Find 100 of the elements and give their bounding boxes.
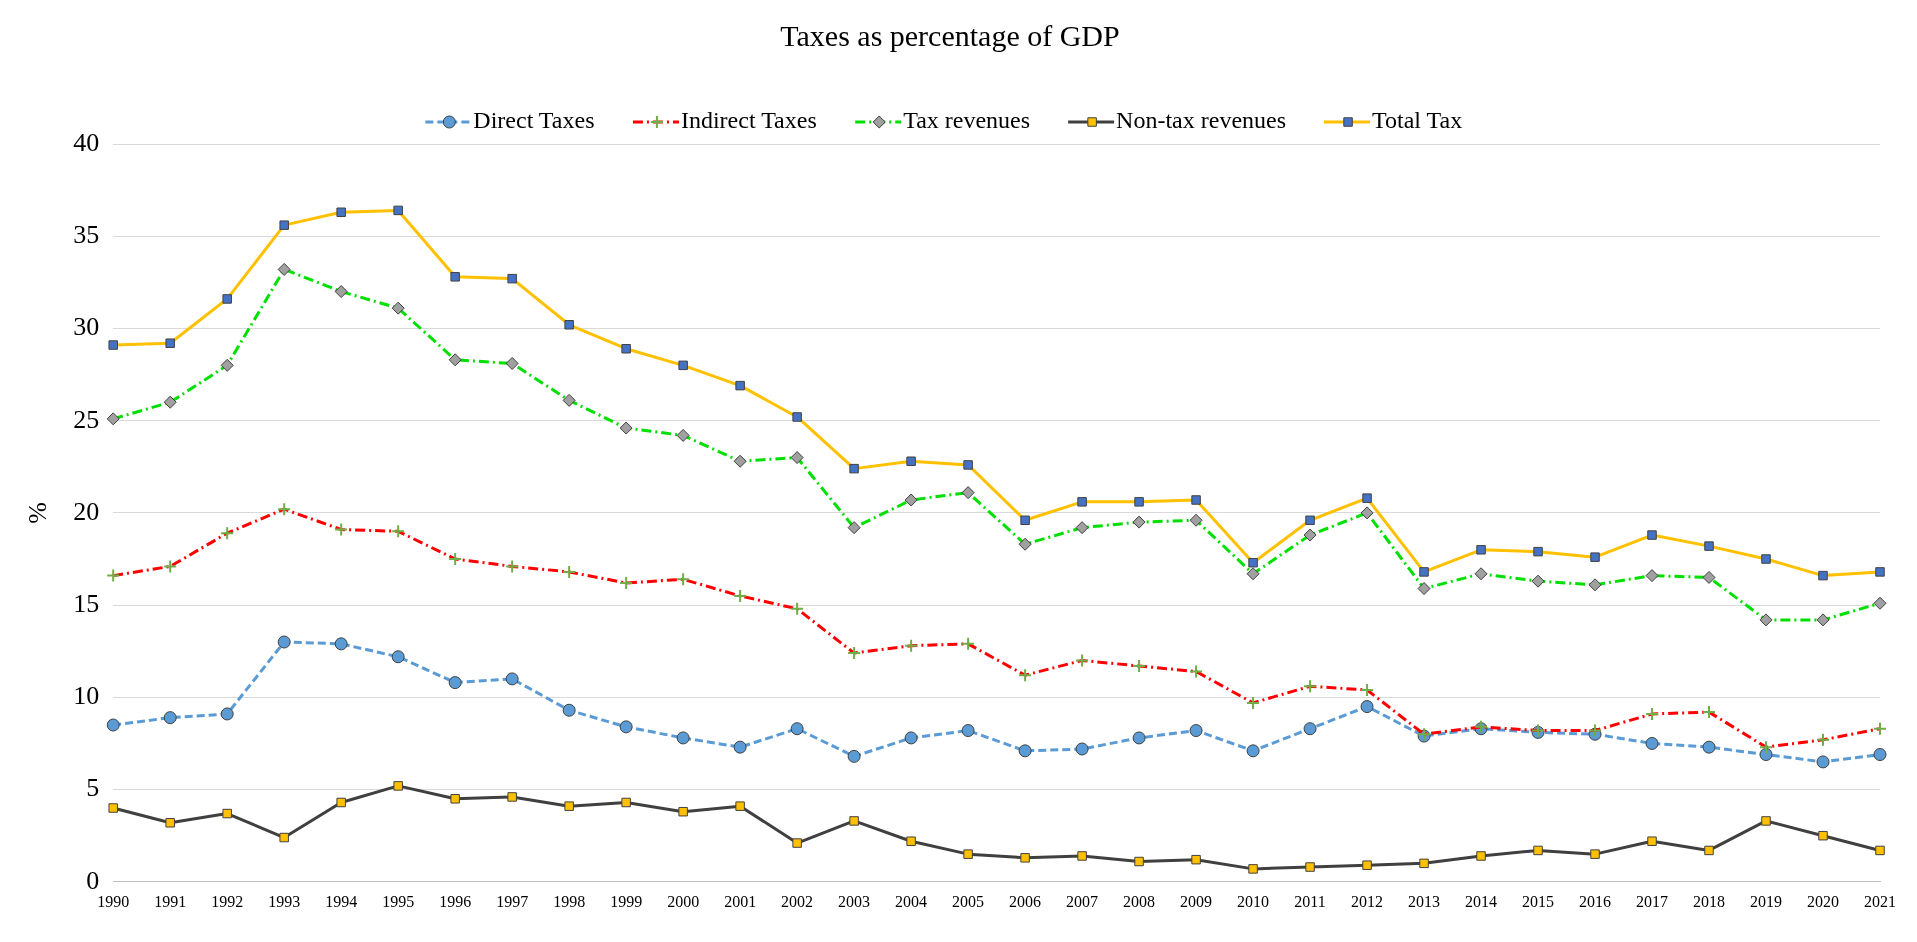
legend-label: Indirect Taxes: [680, 107, 817, 134]
point: [733, 588, 748, 603]
point: [165, 818, 175, 828]
y-tick-label: 20: [73, 496, 100, 526]
point: [1075, 742, 1089, 756]
point: [1704, 541, 1714, 551]
x-tick-label: 1991: [154, 892, 187, 910]
point: [450, 272, 460, 282]
x-tick-label: 1998: [553, 892, 586, 910]
point: [1360, 700, 1374, 714]
point: [1303, 722, 1317, 736]
point: [106, 412, 120, 426]
point: [562, 564, 577, 579]
x-tick-label: 1997: [496, 892, 529, 910]
point: [1305, 515, 1315, 526]
point: [1645, 569, 1659, 583]
y-tick-label: 25: [73, 404, 100, 434]
point: [1875, 567, 1885, 577]
point: [336, 797, 346, 808]
x-tick-label: 2011: [1294, 892, 1326, 910]
point: [1075, 521, 1089, 535]
x-tick-label: 2001: [724, 892, 757, 910]
y-tick-label: 15: [73, 588, 100, 618]
x-tick-label: 1996: [439, 892, 472, 910]
point: [1132, 731, 1146, 745]
point: [334, 285, 348, 299]
point: [1360, 682, 1375, 697]
point: [1077, 497, 1087, 507]
point: [961, 724, 975, 738]
point: [1020, 515, 1030, 526]
point: [1816, 732, 1831, 747]
y-tick-label: 30: [73, 312, 100, 342]
point: [1246, 695, 1261, 710]
point: [1702, 705, 1717, 720]
point: [1873, 596, 1887, 610]
point: [735, 801, 745, 811]
point: [906, 836, 916, 846]
x-tick-label: 2008: [1123, 892, 1156, 910]
point: [619, 421, 633, 435]
point: [790, 601, 805, 616]
point: [108, 803, 118, 813]
point: [963, 460, 973, 470]
point: [678, 806, 688, 817]
point: [564, 801, 574, 811]
point: [277, 635, 291, 649]
point: [735, 380, 745, 391]
point: [391, 524, 406, 539]
point: [108, 340, 118, 350]
point: [1818, 570, 1828, 581]
point: [847, 646, 862, 661]
point: [507, 792, 517, 802]
point: [792, 838, 802, 848]
point: [277, 262, 291, 276]
point: [849, 816, 859, 826]
y-tick-label: 5: [86, 773, 100, 803]
point: [1018, 668, 1033, 683]
y-tick-label: 0: [86, 865, 100, 895]
point: [1590, 849, 1600, 859]
x-tick-label: 2016: [1579, 892, 1612, 910]
point: [1191, 854, 1201, 865]
x-tick-label: 2015: [1522, 892, 1555, 910]
point: [163, 711, 177, 725]
point: [448, 353, 462, 367]
point: [621, 344, 631, 354]
point: [1761, 554, 1771, 564]
point: [505, 559, 520, 574]
point: [1305, 862, 1315, 872]
point: [1759, 748, 1773, 762]
point: [1075, 653, 1090, 668]
point: [505, 357, 519, 370]
point: [1303, 679, 1318, 694]
point: [963, 849, 973, 859]
point: [391, 301, 405, 315]
point: [393, 781, 403, 791]
x-tick-label: 1995: [382, 892, 415, 910]
point: [391, 650, 405, 664]
point: [1533, 845, 1543, 856]
point: [1816, 613, 1830, 627]
point: [222, 808, 232, 819]
x-tick-label: 2000: [667, 892, 700, 910]
point: [393, 205, 403, 216]
point: [277, 502, 292, 517]
point: [564, 320, 574, 330]
point: [1875, 845, 1885, 856]
x-tick-label: 2021: [1864, 892, 1896, 910]
point: [450, 794, 460, 804]
point: [1476, 545, 1486, 555]
point: [678, 360, 688, 371]
point: [790, 722, 804, 736]
y-tick-label: 10: [73, 681, 100, 711]
point: [1759, 613, 1773, 627]
point: [1248, 864, 1258, 874]
point: [1303, 528, 1317, 542]
point: [507, 273, 517, 284]
point: [1018, 537, 1032, 551]
point: [220, 358, 234, 372]
x-tick-label: 2004: [895, 892, 928, 910]
point: [1134, 856, 1144, 867]
point: [904, 493, 918, 507]
x-tick-label: 1999: [610, 892, 643, 910]
